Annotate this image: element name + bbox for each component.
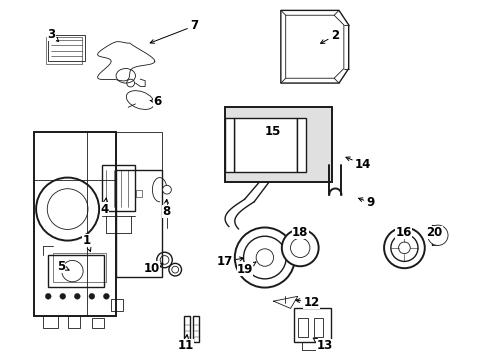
Text: 17: 17 (216, 255, 243, 268)
Text: 7: 7 (150, 19, 198, 43)
Text: 15: 15 (264, 125, 280, 138)
Bar (53, 253, 106, 282)
Text: 11: 11 (177, 335, 193, 352)
Bar (294, 309, 330, 342)
Text: 6: 6 (150, 95, 162, 108)
Circle shape (74, 293, 80, 299)
Circle shape (103, 293, 109, 299)
Circle shape (281, 229, 318, 266)
Bar (67, 316, 80, 328)
Text: 2: 2 (320, 29, 338, 44)
Text: 12: 12 (295, 296, 319, 309)
Bar (136, 190, 142, 197)
Bar (92, 318, 104, 328)
Circle shape (383, 228, 424, 268)
Bar (183, 316, 190, 342)
Text: 4: 4 (101, 198, 109, 216)
Text: 18: 18 (291, 226, 308, 239)
Bar (48, 35, 84, 61)
Bar (224, 107, 331, 183)
Bar (233, 118, 296, 172)
Circle shape (398, 242, 409, 254)
Circle shape (45, 293, 51, 299)
Bar (34, 131, 116, 316)
Text: 5: 5 (57, 260, 69, 273)
Bar (192, 316, 199, 342)
Bar (43, 316, 58, 328)
Text: 10: 10 (143, 262, 163, 275)
Bar (313, 318, 323, 337)
Text: 19: 19 (236, 262, 256, 276)
Bar (116, 131, 162, 170)
Text: 16: 16 (394, 226, 411, 239)
Text: 8: 8 (162, 199, 170, 218)
Circle shape (60, 293, 65, 299)
Text: 14: 14 (345, 157, 370, 171)
Text: 20: 20 (426, 226, 442, 239)
Text: 13: 13 (312, 338, 332, 352)
Circle shape (390, 234, 417, 261)
Text: 3: 3 (47, 28, 59, 41)
Bar (296, 118, 305, 172)
Bar (46, 37, 82, 64)
Text: 9: 9 (358, 196, 374, 209)
Circle shape (89, 293, 95, 299)
Bar (298, 318, 307, 337)
Circle shape (427, 225, 447, 246)
Bar (48, 255, 104, 287)
Text: 1: 1 (82, 234, 91, 252)
Bar (111, 299, 123, 311)
Bar (102, 166, 135, 211)
Bar (116, 170, 162, 277)
Circle shape (302, 233, 312, 243)
Circle shape (290, 238, 309, 257)
Circle shape (163, 185, 171, 194)
Bar (224, 118, 233, 172)
